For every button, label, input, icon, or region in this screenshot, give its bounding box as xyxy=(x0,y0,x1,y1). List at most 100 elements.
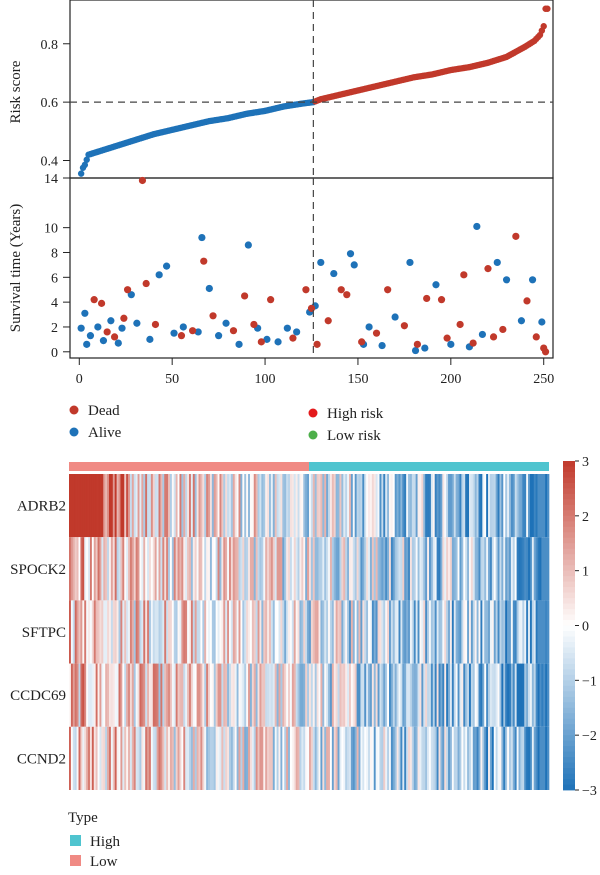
heatmap-cell xyxy=(289,537,293,601)
heatmap-cell xyxy=(545,663,548,727)
colorbar-tick-label: 3 xyxy=(582,455,589,470)
heatmap-cell xyxy=(166,600,169,664)
heatmap-cell xyxy=(387,663,390,727)
heatmap-cell xyxy=(377,726,380,790)
heatmap-cell xyxy=(109,474,112,538)
heatmap-cell xyxy=(143,726,146,790)
colorbar-segment xyxy=(563,647,575,654)
heatmap-cell xyxy=(189,474,192,538)
heatmap-cell xyxy=(520,600,523,664)
heatmap-cell xyxy=(177,537,180,601)
heatmap-cell xyxy=(189,663,192,727)
heatmap-cell xyxy=(349,474,352,538)
heatmap-cell xyxy=(70,600,74,664)
heatmap-cell xyxy=(423,600,426,664)
survival-point-alive xyxy=(146,335,154,343)
heatmap-cell xyxy=(476,537,479,601)
heatmap-cell xyxy=(152,474,156,538)
heatmap-cell xyxy=(200,663,203,727)
heatmap-cell xyxy=(408,663,411,727)
heatmap-cell xyxy=(360,537,363,601)
survival-x-tick-label: 150 xyxy=(347,372,368,387)
heatmap-cell xyxy=(265,474,268,538)
heatmap-cell xyxy=(543,726,546,790)
heatmap-cell xyxy=(316,726,319,790)
heatmap-cell xyxy=(489,474,493,538)
heatmap-cell xyxy=(293,474,297,538)
heatmap-cell xyxy=(392,600,396,664)
heatmap-cell xyxy=(74,474,77,538)
heatmap-cell xyxy=(282,474,285,538)
survival-point-alive xyxy=(517,317,526,325)
heatmap-cell xyxy=(480,663,483,727)
heatmap-cell xyxy=(288,726,291,790)
colorbar-segment xyxy=(563,461,575,467)
heatmap-cell xyxy=(158,726,161,790)
type-low-label: Low xyxy=(90,854,118,870)
heatmap-cell xyxy=(78,537,81,601)
heatmap-cell xyxy=(375,537,378,601)
heatmap-cell xyxy=(409,663,413,727)
heatmap-cell xyxy=(221,726,224,790)
heatmap-cell xyxy=(229,537,232,601)
heatmap-cell xyxy=(320,726,323,790)
heatmap-cell xyxy=(499,537,502,601)
heatmap-cell xyxy=(371,663,375,727)
heatmap-cell xyxy=(402,537,405,601)
colorbar-segment xyxy=(563,713,575,720)
heatmap-cell xyxy=(78,474,81,538)
heatmap-cell xyxy=(383,600,386,664)
heatmap-cell xyxy=(457,663,460,727)
heatmap-cell xyxy=(377,600,380,664)
colorbar-segment xyxy=(563,510,575,517)
heatmap-cell xyxy=(190,474,194,538)
heatmap-cell xyxy=(398,474,401,538)
heatmap-cell xyxy=(465,726,468,790)
heatmap-cell xyxy=(328,474,331,538)
colorbar-tick-label: 2 xyxy=(582,510,589,525)
heatmap-cell xyxy=(497,663,500,727)
heatmap-cell xyxy=(514,537,517,601)
heatmap-cell xyxy=(467,537,470,601)
heatmap-cell xyxy=(482,663,485,727)
heatmap-cell xyxy=(183,537,186,601)
heatmap-cell xyxy=(229,663,232,727)
heatmap-cell xyxy=(131,663,135,727)
heatmap-cell xyxy=(217,474,220,538)
heatmap-cell xyxy=(429,663,432,727)
heatmap-cell xyxy=(194,537,197,601)
survival-point-dead xyxy=(469,339,477,347)
heatmap-cell xyxy=(276,600,279,664)
heatmap-cell xyxy=(124,537,127,601)
heatmap-cell xyxy=(270,663,274,727)
heatmap-cell xyxy=(74,537,77,601)
heatmap-cell xyxy=(364,537,367,601)
heatmap-cell xyxy=(396,663,399,727)
heatmap-cell xyxy=(417,537,420,601)
heatmap-cell xyxy=(295,474,298,538)
heatmap-cell xyxy=(229,726,232,790)
heatmap-cell xyxy=(213,600,217,664)
heatmap-cell xyxy=(533,474,537,538)
heatmap-cell xyxy=(120,726,123,790)
heatmap-cell xyxy=(86,726,89,790)
heatmap-cell xyxy=(404,600,407,664)
heatmap-cell xyxy=(495,663,498,727)
survival-point-alive xyxy=(215,332,223,340)
heatmap-cell xyxy=(145,726,148,790)
heatmap-cell xyxy=(133,474,137,538)
heatmap-cell xyxy=(251,726,255,790)
heatmap-cell xyxy=(168,537,171,601)
heatmap-cell xyxy=(276,663,279,727)
heatmap-cell xyxy=(270,726,274,790)
heatmap-cell xyxy=(303,600,306,664)
heatmap-cell xyxy=(248,474,251,538)
survival-y-tick-label: 6 xyxy=(51,271,58,286)
heatmap-cell xyxy=(249,537,253,601)
heatmap-cell xyxy=(89,726,93,790)
survival-point-dead xyxy=(358,338,366,346)
heatmap-cell xyxy=(72,600,76,664)
survival-point-alive xyxy=(478,330,487,339)
heatmap-cell xyxy=(356,537,359,601)
heatmap-cell xyxy=(118,663,121,727)
